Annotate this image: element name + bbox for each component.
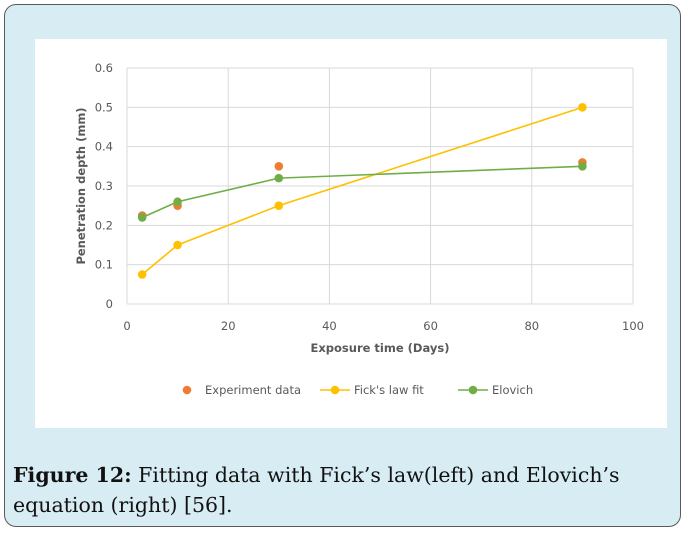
data-point <box>137 270 147 279</box>
y-tick-label: 0.3 <box>95 179 113 193</box>
data-point <box>173 240 182 250</box>
legend-marker <box>182 385 192 395</box>
series-line <box>141 106 583 276</box>
x-tick-label: 60 <box>423 319 438 333</box>
legend-label: Experiment data <box>205 383 301 397</box>
x-tick-label: 20 <box>221 319 236 333</box>
y-tick-label: 0.4 <box>95 140 113 154</box>
x-tick-label: 40 <box>322 319 337 333</box>
figure-frame: 0 0.1 0.2 0.3 0.4 0.5 0.6 0 20 40 60 80 100 Exposure … <box>4 4 681 527</box>
legend-marker <box>468 385 478 395</box>
y-tick-label: 0.1 <box>95 258 113 272</box>
x-tick-label: 80 <box>524 319 539 333</box>
data-point <box>274 201 284 210</box>
x-tick-label: 100 <box>622 319 644 333</box>
data-point <box>274 162 284 171</box>
chart-area: 0 0.1 0.2 0.3 0.4 0.5 0.6 0 20 40 60 80 100 Exposure … <box>35 39 667 428</box>
x-tick-label: 0 <box>123 319 130 333</box>
series-line <box>141 165 583 219</box>
legend-label: Elovich <box>492 383 533 397</box>
y-axis-label: Penetration depth (mm) <box>74 107 88 264</box>
caption-text: Fitting data with Fick’s law(left) and E… <box>13 463 620 517</box>
line-chart: 0 0.1 0.2 0.3 0.4 0.5 0.6 0 20 40 60 80 100 Exposure … <box>74 61 644 397</box>
data-point <box>137 213 147 222</box>
x-axis-label: Exposure time (Days) <box>311 341 450 355</box>
y-tick-label: 0.2 <box>95 218 113 232</box>
y-tick-label: 0.6 <box>95 61 113 75</box>
data-point <box>578 103 587 112</box>
data-point <box>274 173 284 183</box>
data-point <box>173 197 182 207</box>
y-tick-label: 0.5 <box>95 100 113 114</box>
legend-label: Fick's law fit <box>354 383 424 397</box>
data-point <box>578 162 587 171</box>
figure-caption: Figure 12: Fitting data with Fick’s law(… <box>13 460 677 520</box>
legend-marker <box>330 385 340 395</box>
y-tick-label: 0 <box>106 297 113 311</box>
caption-label: Figure 12: <box>13 463 132 487</box>
